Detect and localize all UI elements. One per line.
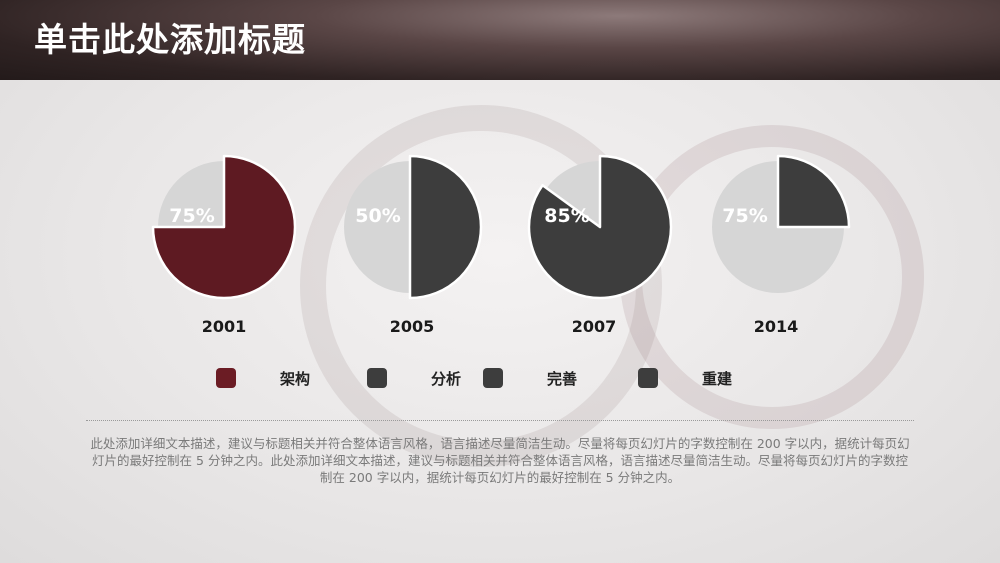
header-bar xyxy=(0,0,1000,80)
pie-percent-label: 75% xyxy=(722,205,767,227)
pie-slice-value xyxy=(527,154,673,300)
legend-label: 完善 xyxy=(547,369,578,388)
pie-2014: 75% xyxy=(712,154,851,293)
year-label-2007: 2007 xyxy=(571,317,617,336)
pie-2007: 85% xyxy=(527,154,673,300)
pie-slice-value xyxy=(408,154,483,300)
legend-label: 架构 xyxy=(280,369,311,388)
pie-slice-remainder xyxy=(158,161,224,227)
pie-percent-label: 85% xyxy=(544,205,589,227)
pie-slice-value xyxy=(151,154,297,300)
legend-label: 分析 xyxy=(431,369,462,388)
page-title: 单击此处添加标题 xyxy=(34,20,306,59)
legend-swatch xyxy=(367,368,387,388)
legend-swatch xyxy=(483,368,503,388)
legend-item-improve: 完善 xyxy=(483,367,577,389)
legend-item-analysis: 分析 xyxy=(367,367,461,389)
legend-label: 重建 xyxy=(702,369,733,388)
pie-2005: 50% xyxy=(344,154,483,300)
pie-slice-remainder xyxy=(546,161,600,227)
legend-item-architecture: 架构 xyxy=(216,367,310,389)
divider xyxy=(86,420,914,421)
legend-swatch xyxy=(638,368,658,388)
legend-swatch xyxy=(216,368,236,388)
year-label-2014: 2014 xyxy=(753,317,799,336)
year-label-2001: 2001 xyxy=(201,317,247,336)
pie-2001: 75% xyxy=(151,154,297,300)
pie-percent-label: 75% xyxy=(169,205,214,227)
pie-percent-label: 50% xyxy=(355,205,400,227)
year-label-2005: 2005 xyxy=(389,317,435,336)
legend-item-rebuild: 重建 xyxy=(638,367,732,389)
pie-slice-remainder xyxy=(344,161,410,293)
pie-slice-value xyxy=(776,154,851,229)
description-text: 此处添加详细文本描述，建议与标题相关并符合整体语言风格，语言描述尽量简洁生动。尽… xyxy=(90,436,910,485)
